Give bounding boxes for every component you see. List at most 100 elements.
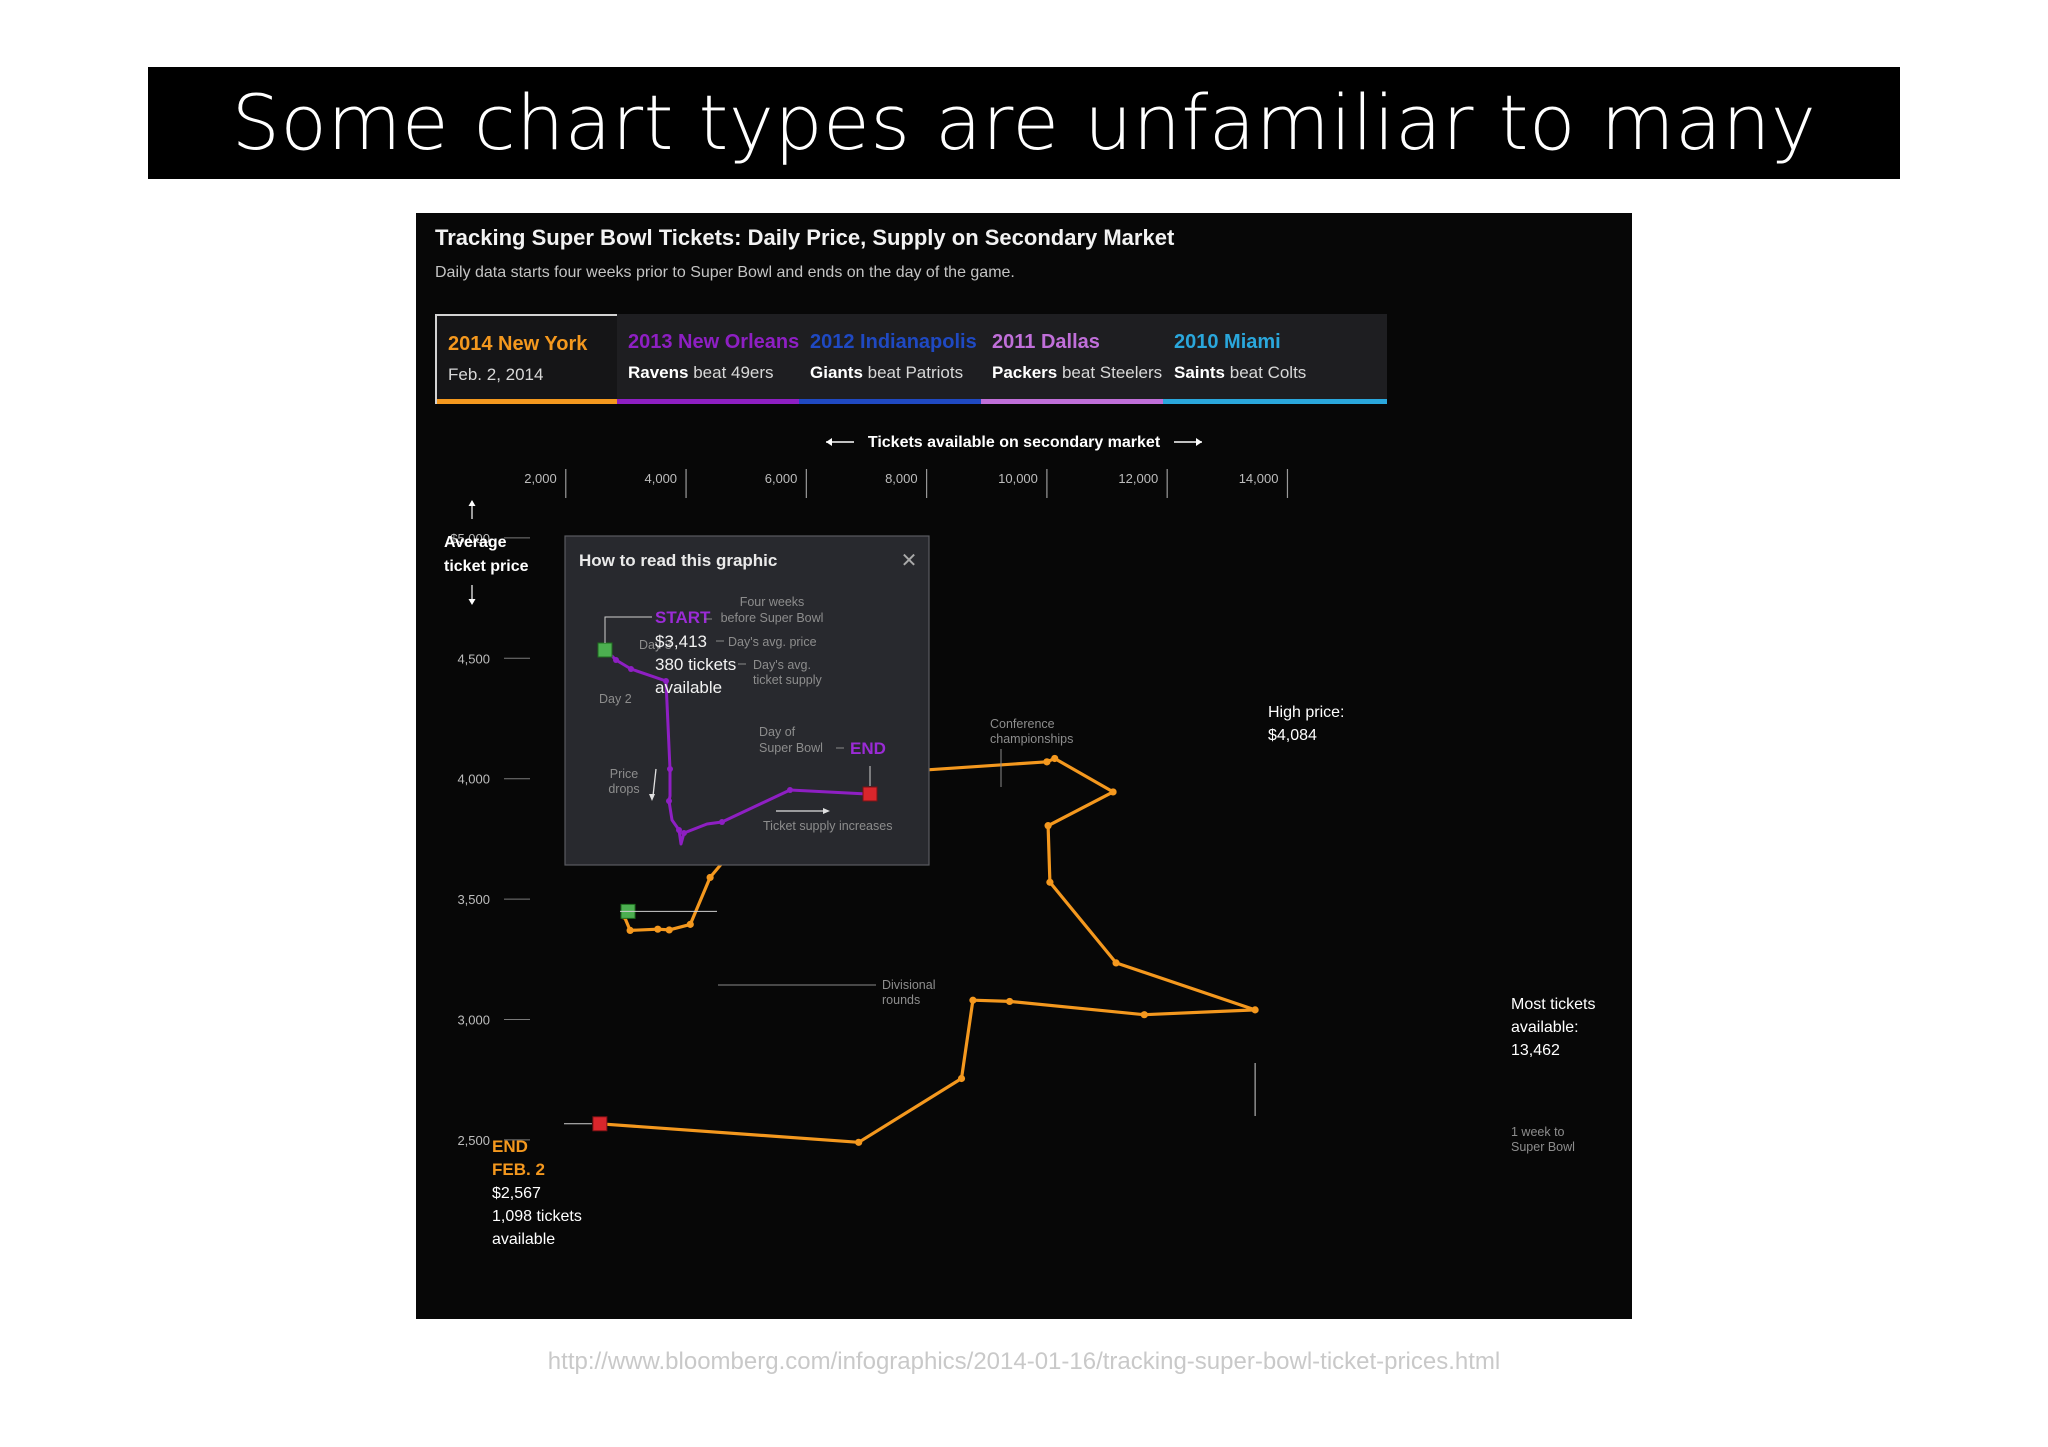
y-axis-label-line2: ticket price — [444, 558, 529, 575]
svg-text:END: END — [850, 739, 886, 758]
x-tick-label: 10,000 — [998, 471, 1038, 486]
tab-color-bar — [799, 399, 1023, 404]
tab-subtitle: Feb. 2, 2014 — [448, 365, 544, 384]
annotation-text: championships — [990, 732, 1073, 746]
end-price: $2,567 — [492, 1185, 541, 1202]
annotation-text: available: — [1511, 1019, 1579, 1036]
tab-title: 2013 New Orleans — [628, 331, 800, 353]
svg-text:380 tickets: 380 tickets — [655, 655, 736, 674]
data-point — [686, 920, 694, 928]
y-axis-ticks: $5,000 4,500 4,000 3,500 3,000 2,500 — [450, 531, 530, 1148]
tab-color-bar — [981, 399, 1205, 404]
example-line — [603, 647, 868, 846]
svg-text:drops: drops — [608, 782, 639, 796]
example-start-marker — [597, 642, 613, 658]
x-tick-label: 4,000 — [645, 471, 678, 486]
tab-year-0[interactable]: 2014 New York Feb. 2, 2014 — [435, 314, 659, 404]
graphic-title: Tracking Super Bowl Tickets: Daily Price… — [435, 225, 1175, 250]
svg-text:START: START — [655, 608, 711, 627]
data-point — [1109, 788, 1117, 796]
data-point — [706, 873, 714, 882]
data-point — [654, 925, 662, 933]
tab-title: 2010 Miami — [1174, 331, 1281, 353]
how-to-read-box: How to read this graphic ✕ START Four we… — [564, 535, 930, 866]
tab-subtitle: Ravens beat 49ers — [628, 363, 774, 382]
svg-text:Ticket supply increases: Ticket supply increases — [763, 819, 892, 833]
tab-title: 2014 New York — [448, 333, 588, 355]
data-point — [1006, 997, 1014, 1006]
svg-text:Day 3: Day 3 — [639, 638, 672, 652]
x-tick-label: 2,000 — [524, 471, 557, 486]
y-axis-title: Average ticket price — [444, 500, 529, 605]
end-date: FEB. 2 — [492, 1160, 545, 1179]
x-tick-label: 12,000 — [1118, 471, 1158, 486]
x-tick-label: 6,000 — [765, 471, 798, 486]
data-point — [1043, 758, 1051, 766]
data-point — [957, 1074, 966, 1083]
svg-text:Day's avg. price: Day's avg. price — [728, 635, 817, 649]
y-tick-label: $5,000 — [450, 531, 490, 546]
annotation-text: available — [492, 1231, 555, 1248]
svg-text:Super Bowl: Super Bowl — [759, 741, 823, 755]
y-tick-label: 3,500 — [457, 892, 490, 907]
most-tickets-value: 13,462 — [1511, 1042, 1560, 1059]
tab-title: 2011 Dallas — [992, 331, 1100, 353]
divisional-note: Divisional — [882, 978, 936, 992]
tab-color-bar — [617, 399, 841, 404]
svg-text:ticket supply: ticket supply — [753, 673, 823, 687]
tab-title: 2012 Indianapolis — [810, 331, 977, 353]
end-tickets: 1,098 tickets — [492, 1208, 582, 1225]
tab-subtitle: Packers beat Steelers — [992, 363, 1163, 382]
data-point — [855, 1138, 863, 1146]
chart-svg: Tickets available on secondary market 2,… — [444, 434, 1595, 1248]
svg-text:Four weeks: Four weeks — [740, 595, 805, 609]
x-axis-title: Tickets available on secondary market — [826, 434, 1202, 451]
data-point — [1140, 1011, 1148, 1019]
high-price-label: High price: — [1268, 704, 1344, 721]
x-tick-label: 14,000 — [1239, 471, 1279, 486]
annotation-text: rounds — [882, 993, 920, 1007]
how-to-read-title: How to read this graphic — [579, 551, 777, 570]
x-axis-label: Tickets available on secondary market — [868, 434, 1161, 451]
data-point — [1044, 822, 1052, 830]
data-point — [1046, 878, 1054, 886]
svg-text:before Super Bowl: before Super Bowl — [721, 611, 824, 625]
tab-subtitle: Saints beat Colts — [1174, 363, 1307, 382]
svg-text:Day's avg.: Day's avg. — [753, 658, 811, 672]
data-point — [1112, 959, 1120, 967]
svg-text:Day of: Day of — [759, 725, 796, 739]
y-tick-label: 4,500 — [457, 651, 490, 666]
x-axis-ticks: 2,000 4,000 6,000 8,000 10,000 12,000 14,000 — [524, 469, 1289, 498]
svg-text:Price: Price — [610, 767, 639, 781]
high-price-value: $4,084 — [1268, 727, 1317, 744]
close-icon[interactable]: ✕ — [901, 550, 918, 572]
chart-annotations: STARTJAN. 6$3,4493,035 ticketsavailableE… — [492, 704, 1595, 1248]
conference-note: Conference — [990, 717, 1055, 731]
y-tick-label: 4,000 — [457, 772, 490, 787]
data-point — [665, 926, 673, 934]
graphic-subtitle: Daily data starts four weeks prior to Su… — [435, 264, 1015, 281]
infographic-panel: Tracking Super Bowl Tickets: Daily Price… — [416, 213, 1632, 1319]
end-marker — [592, 1116, 608, 1132]
example-end-marker — [862, 786, 878, 802]
annotation-text: 1 week to — [1511, 1125, 1565, 1139]
data-point — [969, 996, 977, 1004]
tab-year-4[interactable]: 2010 Miami Saints beat Colts — [1163, 314, 1387, 404]
annotation-text: Super Bowl — [1511, 1140, 1575, 1154]
tab-color-bar — [437, 399, 657, 404]
tab-subtitle: Giants beat Patriots — [810, 363, 964, 382]
slide-title: Some chart types are unfamiliar to many — [148, 67, 1900, 179]
x-tick-label: 8,000 — [885, 471, 918, 486]
svg-text:$3,413: $3,413 — [655, 632, 707, 651]
y-tick-label: 3,000 — [457, 1013, 490, 1028]
source-link[interactable]: http://www.bloomberg.com/infographics/20… — [547, 1348, 1501, 1375]
y-tick-label: 2,500 — [457, 1133, 490, 1148]
data-point — [626, 926, 634, 935]
most-tickets-label: Most tickets — [1511, 996, 1595, 1013]
end-label: END — [492, 1137, 528, 1156]
data-point — [1251, 1006, 1259, 1014]
y-axis-label-line1: Average — [444, 534, 507, 551]
data-point — [1051, 754, 1059, 763]
tab-color-bar — [1163, 399, 1387, 404]
svg-text:Day 2: Day 2 — [599, 692, 632, 706]
